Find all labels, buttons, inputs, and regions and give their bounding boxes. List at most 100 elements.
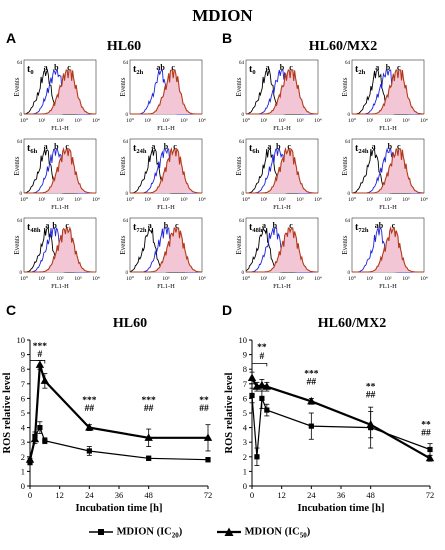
peak-letter-c: c: [171, 63, 175, 72]
x-axis-label: FL1-H: [157, 283, 175, 290]
histogram-a-48h: Events 0 64 10⁰ 10¹ 10² 10³ 10⁴ FL1-H t48h a b c: [13, 217, 100, 290]
x-tick-label: 10³: [296, 276, 304, 282]
x-axis-label: FL1-H: [157, 125, 175, 132]
x-axis-label: FL1-H: [379, 204, 397, 211]
histogram-curve-c: [130, 69, 202, 115]
peak-letter-a: a: [266, 63, 270, 72]
histogram-b-72h: Events 0 64 10⁰ 10¹ 10² 10³ 10⁴ FL1-H t72h ab c: [341, 217, 428, 290]
y-tick-label: 64: [17, 61, 23, 66]
x-tick-label: 12: [55, 490, 64, 500]
x-tick-label: 10⁰: [126, 196, 135, 203]
y-tick-label: 7: [243, 379, 247, 389]
time-label: t2h: [355, 64, 366, 76]
peak-letter-c: c: [65, 221, 69, 230]
x-tick-label: 48: [366, 490, 375, 500]
histogram-a-2h: Events 0 64 10⁰ 10¹ 10² 10³ 10⁴ FL1-H t2h ab c: [119, 59, 206, 132]
time-label: t48h: [249, 222, 263, 234]
data-point-square: [308, 423, 314, 429]
x-axis-label: FL1-H: [273, 125, 291, 132]
y-tick-label: 10: [17, 335, 26, 345]
peak-letter-b: b: [54, 142, 59, 151]
data-point-square: [205, 457, 211, 463]
y-tick-label: 9: [21, 350, 25, 360]
x-tick-label: 10⁰: [242, 275, 251, 282]
x-tick-label: 0: [250, 490, 254, 500]
peak-letter-a: a: [45, 221, 49, 230]
histogram-fill-c: [246, 228, 318, 272]
y-tick-label: 0: [242, 192, 245, 197]
histogram-fill-c: [130, 228, 202, 272]
significance-annotation: ***: [82, 396, 97, 406]
y-axis-label: Events: [341, 235, 349, 254]
x-tick-label: 10²: [278, 276, 286, 282]
significance-annotation: #: [38, 350, 43, 360]
significance-annotation: ##: [307, 378, 317, 388]
data-point-triangle: [203, 433, 213, 441]
time-label: t6h: [27, 143, 38, 155]
x-tick-label: 10²: [162, 197, 170, 203]
peak-letter-a: a: [151, 142, 155, 151]
peak-letter-c: c: [173, 142, 177, 151]
y-axis-label: Events: [13, 77, 21, 96]
y-tick-label: 0: [126, 192, 129, 197]
significance-annotation: **: [421, 421, 431, 431]
legend-sub-ic50: 50: [299, 531, 307, 540]
x-tick-label: 10⁴: [314, 197, 322, 203]
legend-sub-ic20: 20: [171, 531, 179, 540]
panel-label-c: C: [6, 302, 17, 318]
panel-title-b: HL60/MX2: [308, 39, 378, 54]
significance-annotation: **: [199, 396, 209, 406]
peak-letter-c: c: [287, 142, 291, 151]
x-tick-label: 10¹: [260, 276, 268, 282]
peak-letter-a: a: [148, 221, 152, 230]
significance-annotation: ***: [142, 396, 157, 406]
legend-label-ic20: MDION (IC: [116, 526, 172, 538]
peak-letter-a: a: [375, 63, 379, 72]
data-point-square: [42, 438, 48, 444]
peak-letter-a: a: [262, 221, 266, 230]
legend-close-ic50: ): [306, 526, 311, 538]
y-tick-label: 10: [239, 335, 248, 345]
histogram-a-0: Events 0 64 10⁰ 10¹ 10² 10³ 10⁴ FL1-H t0 a b c: [13, 59, 100, 132]
peak-letter-b: b: [164, 221, 169, 230]
series-line: [251, 395, 431, 457]
legend-triangle-marker-icon: [217, 527, 241, 536]
peak-letter-a: a: [267, 142, 271, 151]
data-point-square: [249, 392, 255, 399]
y-tick-label: 8: [243, 364, 247, 374]
y-tick-label: 0: [126, 271, 129, 276]
x-tick-label: 10⁰: [242, 196, 251, 203]
y-axis-label: Events: [341, 156, 349, 175]
y-tick-label: 64: [123, 219, 129, 224]
x-tick-label: 10³: [180, 118, 188, 124]
legend-close-ic20: ): [178, 526, 183, 538]
data-point-triangle: [144, 433, 153, 441]
x-tick-label: 10³: [402, 197, 410, 203]
x-tick-label: 10⁴: [314, 276, 322, 282]
peak-letter-b: b: [273, 221, 278, 230]
legend-square-marker-icon: [89, 529, 113, 535]
x-tick-label: 10¹: [366, 276, 374, 282]
significance-annotation: **: [366, 383, 376, 393]
x-tick-label: 10³: [402, 118, 410, 124]
y-tick-label: 4: [21, 423, 26, 433]
time-label: t0: [27, 64, 34, 76]
y-tick-label: 0: [20, 192, 23, 197]
x-tick-label: 12: [277, 490, 286, 500]
y-tick-label: 3: [243, 437, 247, 447]
data-point-triangle: [40, 376, 50, 384]
y-tick-label: 64: [239, 140, 245, 145]
x-axis-label: FL1-H: [273, 204, 291, 211]
panel-title-d: HL60/MX2: [317, 316, 387, 331]
y-tick-label: 6: [243, 393, 247, 403]
x-tick-label: 10¹: [144, 197, 152, 203]
significance-annotation: #: [260, 352, 265, 362]
data-point-square: [259, 395, 265, 401]
histogram-curve-c: [352, 225, 424, 273]
x-tick-label: 10²: [278, 118, 286, 124]
y-tick-label: 7: [21, 379, 25, 389]
x-tick-label: 10³: [74, 118, 82, 124]
